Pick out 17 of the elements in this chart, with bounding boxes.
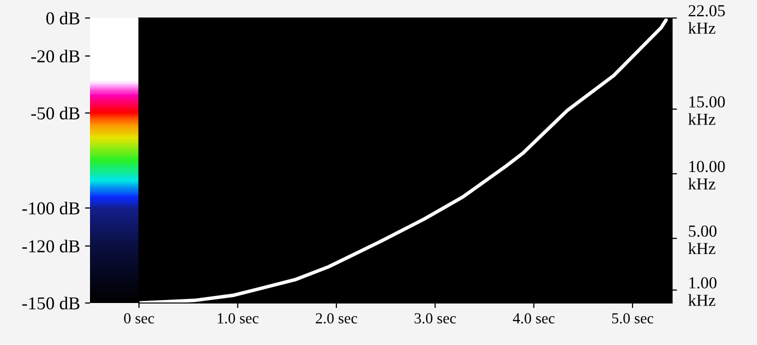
- y2-tick-label: 10.00 kHz: [688, 160, 725, 190]
- color-bar-label: -50 dB: [31, 106, 80, 120]
- y2-tick-label: 22.05 kHz: [688, 5, 725, 34]
- y2-tick-label: 1.00 kHz: [688, 277, 717, 306]
- color-bar-label: -150 dB: [22, 296, 80, 310]
- color-bar-label: 0 dB: [46, 12, 80, 24]
- x-tick-label: 3.0 sec: [414, 313, 456, 324]
- x-tick-label: 1.0 sec: [218, 313, 258, 324]
- x-tick-label: 5.0 sec: [612, 313, 654, 324]
- color-bar-label: -120 dB: [22, 240, 80, 252]
- color-bar-label: -100 dB: [22, 202, 80, 214]
- y2-tick-label: 15.00 kHz: [688, 96, 725, 125]
- color-bar-label: -20 dB: [31, 50, 80, 62]
- x-tick-label: 4.0 sec: [512, 313, 555, 324]
- x-tick-label: 0 sec: [124, 313, 154, 324]
- y2-tick-label: 5.00 kHz: [688, 226, 717, 254]
- x-tick-label: 2.0 sec: [316, 313, 358, 324]
